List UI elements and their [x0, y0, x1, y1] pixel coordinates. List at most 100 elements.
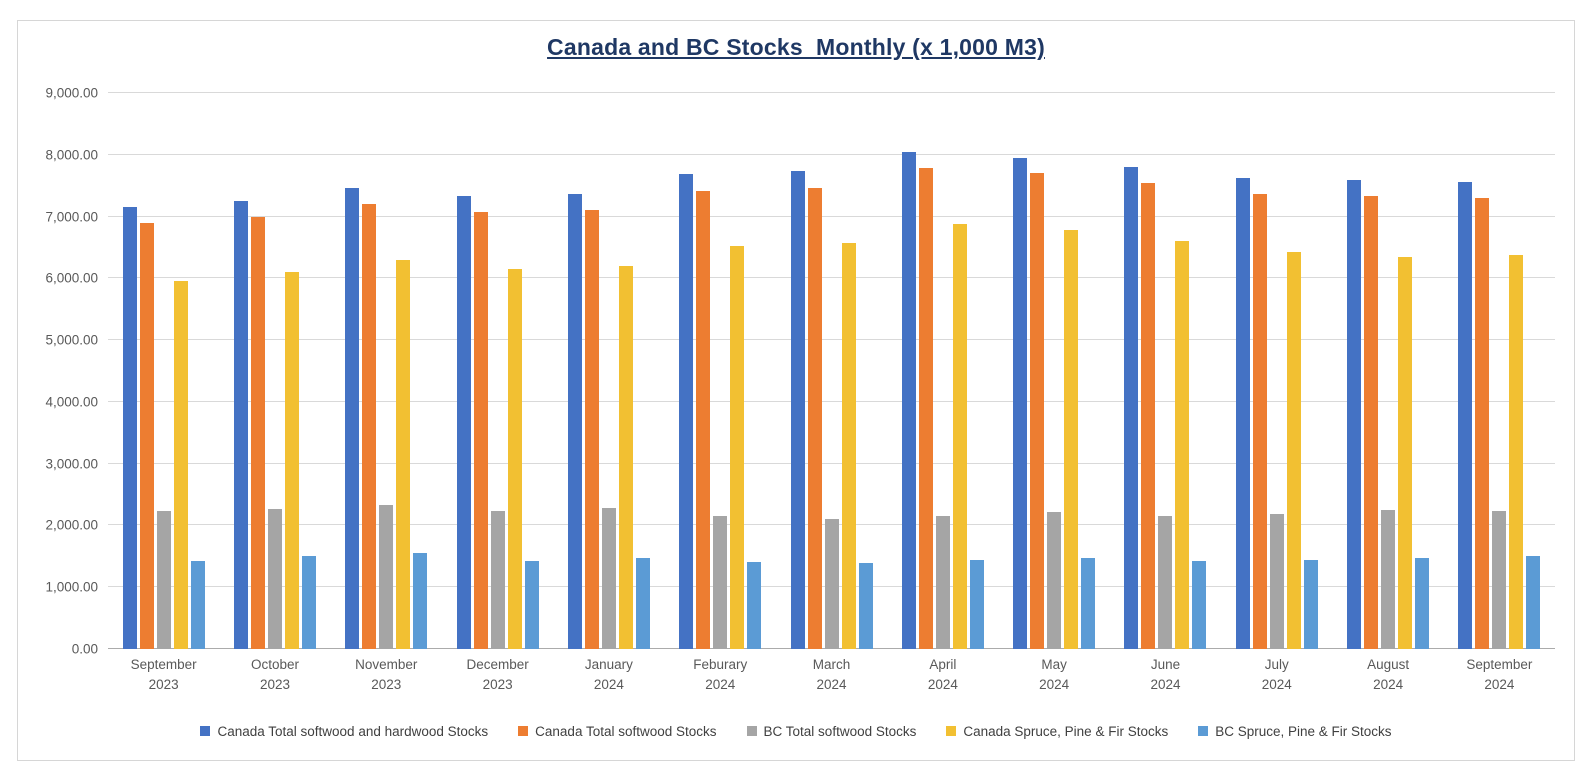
y-tick-label: 9,000.00 [45, 85, 98, 101]
bar [473, 211, 488, 649]
x-tick-year: 2024 [705, 677, 736, 692]
bar [156, 510, 171, 649]
bar-group [887, 93, 998, 649]
bar [1124, 167, 1139, 649]
bar [301, 556, 316, 649]
bar [841, 243, 856, 649]
bar [1252, 193, 1267, 649]
x-tick-year: 2023 [259, 677, 290, 692]
legend-swatch-icon [946, 726, 957, 736]
bar [490, 510, 505, 649]
legend-label: BC Spruce, Pine & Fir Stocks [1215, 723, 1392, 739]
bar [173, 280, 188, 649]
bar [284, 272, 299, 649]
x-tick-month: July [1264, 657, 1289, 672]
bar [1347, 179, 1362, 649]
bar [1509, 254, 1524, 649]
bar [730, 245, 745, 649]
bar-group [776, 93, 887, 649]
x-tick-year: 2024 [1039, 677, 1070, 692]
bar [1398, 257, 1413, 649]
legend-label: BC Total softwood Stocks [763, 723, 917, 739]
bar [1192, 561, 1207, 649]
bar [1175, 241, 1190, 649]
legend-label: Canada Total softwood Stocks [535, 723, 717, 739]
bar [618, 265, 633, 649]
bar [858, 563, 873, 649]
bar [635, 557, 650, 649]
legend-item: BC Total softwood Stocks [746, 723, 917, 739]
gridline [108, 215, 1555, 217]
x-tick-label: Feburary 2024 [665, 655, 776, 695]
bar [696, 191, 711, 649]
x-tick-year: 2024 [593, 677, 624, 692]
y-tick-label: 0.00 [71, 641, 98, 657]
bar [601, 507, 616, 649]
x-tick-month: December [466, 657, 529, 672]
bar-group [219, 93, 330, 649]
bar [1081, 557, 1096, 649]
x-tick-label: December 2023 [442, 655, 553, 695]
legend-item: Canada Spruce, Pine & Fir Stocks [946, 724, 1168, 739]
bar-group [1221, 93, 1332, 649]
y-tick-label: 4,000.00 [45, 394, 98, 410]
bar [1030, 172, 1045, 649]
x-tick-month: March [812, 657, 851, 672]
bar [233, 201, 248, 649]
bar [679, 173, 694, 649]
bar [362, 204, 377, 649]
bar [1158, 515, 1173, 649]
bar [969, 560, 984, 649]
bar [1269, 514, 1284, 649]
bar [952, 223, 967, 649]
x-tick-label: March 2024 [776, 655, 887, 695]
plot-area [108, 93, 1555, 649]
bar-group [331, 93, 442, 649]
x-tick-month: November [355, 657, 418, 672]
x-tick-year: 2024 [816, 677, 847, 692]
x-tick-month: April [929, 657, 957, 672]
x-tick-month: September [1466, 657, 1533, 672]
bar [524, 560, 539, 649]
bar [507, 269, 522, 649]
bar [584, 209, 599, 649]
legend-label: Canada Spruce, Pine & Fir Stocks [963, 723, 1169, 739]
x-tick-year: 2023 [482, 677, 513, 692]
bar [1286, 251, 1301, 649]
y-axis: 0.00 1,000.00 2,000.00 3,000.00 4,000.00 5,00… [18, 86, 98, 657]
bar [1235, 177, 1250, 649]
x-tick-label: August 2024 [1332, 655, 1443, 695]
bar [790, 171, 805, 649]
bar [456, 196, 471, 649]
bar [1415, 558, 1430, 649]
x-tick-year: 2024 [1150, 677, 1181, 692]
y-tick-label: 1,000.00 [45, 579, 98, 595]
legend-swatch-icon [200, 726, 211, 736]
x-tick-month: May [1041, 657, 1067, 672]
bar [413, 553, 428, 649]
chart-frame: Canada and BC Stocks Monthly (x 1,000 M3… [17, 20, 1575, 761]
bar [1526, 555, 1541, 649]
bar-group [442, 93, 553, 649]
bar [1303, 560, 1318, 649]
bar [139, 222, 154, 649]
x-tick-label: November 2023 [331, 655, 442, 695]
x-tick-label: June 2024 [1110, 655, 1221, 695]
bar-group [108, 93, 219, 649]
x-axis: September 2023 October 2023 November 2023 Dece… [108, 655, 1555, 695]
bar [935, 515, 950, 649]
legend-item: BC Spruce, Pine & Fir Stocks [1198, 723, 1392, 739]
x-tick-label: September 2024 [1444, 655, 1555, 695]
bar [1381, 510, 1396, 649]
bar [122, 207, 137, 649]
bar [807, 188, 822, 649]
bar [824, 519, 839, 649]
bar [1458, 181, 1473, 649]
y-tick-label: 6,000.00 [45, 270, 98, 286]
x-tick-month: September [130, 657, 197, 672]
x-tick-year: 2024 [1373, 677, 1404, 692]
legend-swatch-icon [746, 726, 757, 736]
x-tick-year: 2024 [1484, 677, 1515, 692]
x-tick-year: 2024 [1261, 677, 1292, 692]
bar [190, 560, 205, 649]
